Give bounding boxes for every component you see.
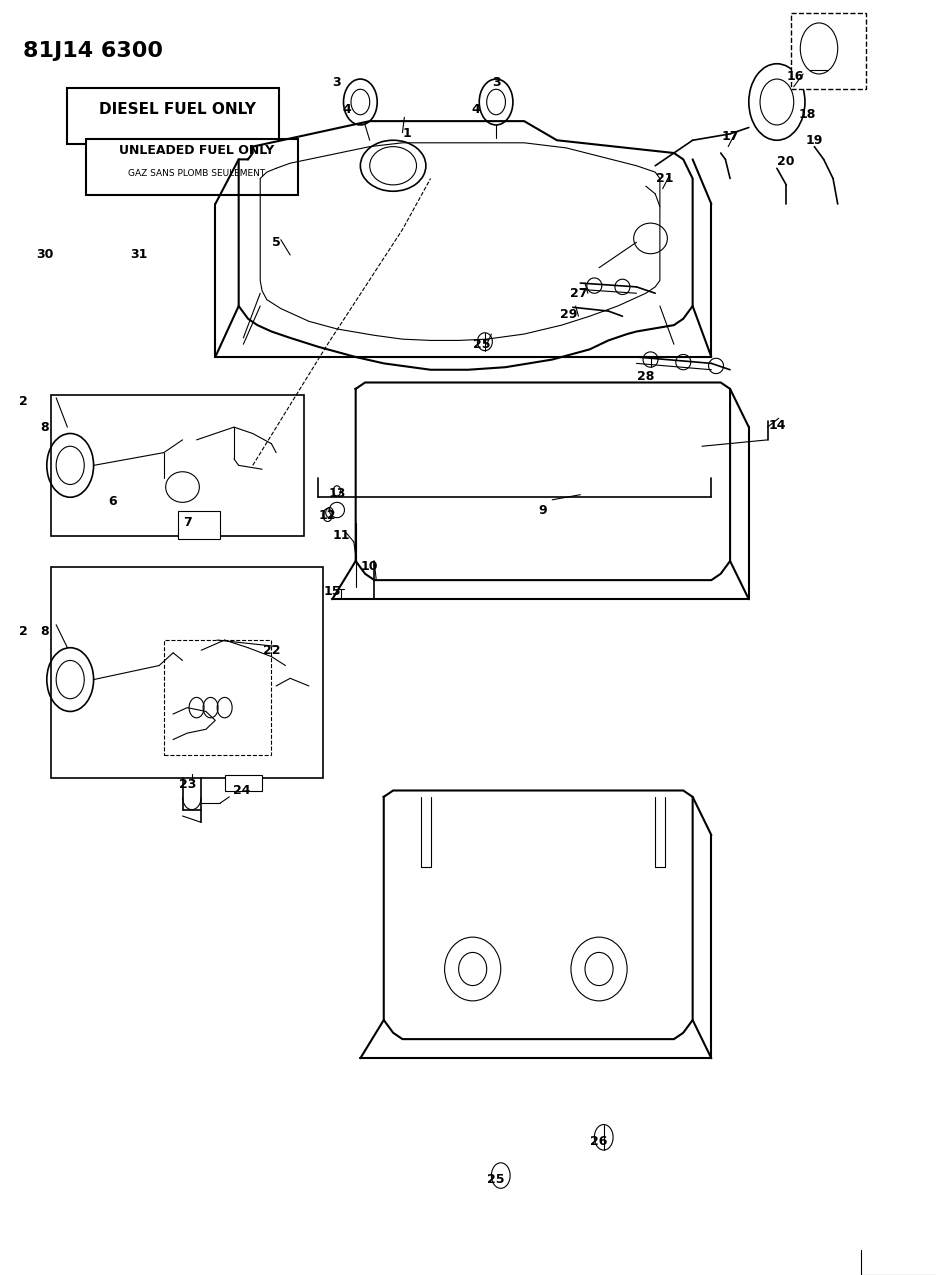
Text: GAZ SANS PLOMB SEULEMENT: GAZ SANS PLOMB SEULEMENT	[128, 168, 265, 179]
Bar	[225, 775, 262, 790]
Text: 17: 17	[722, 130, 739, 143]
Text: 15: 15	[324, 585, 341, 598]
Text: 3: 3	[491, 76, 501, 89]
Bar	[51, 567, 323, 778]
Text: 3: 3	[332, 76, 342, 89]
Text: 24: 24	[233, 784, 250, 797]
Text: 9: 9	[538, 504, 548, 516]
Bar	[791, 13, 866, 89]
FancyBboxPatch shape	[67, 88, 279, 144]
Text: 7: 7	[183, 516, 192, 529]
Text: 16: 16	[787, 70, 804, 83]
Text: 27: 27	[570, 287, 587, 300]
Bar	[178, 511, 220, 539]
Text: 13: 13	[329, 487, 345, 500]
Text: 23: 23	[179, 778, 196, 790]
Text: 30: 30	[37, 249, 53, 261]
Text: 11: 11	[333, 529, 350, 542]
Text: UNLEADED FUEL ONLY: UNLEADED FUEL ONLY	[119, 144, 274, 157]
Text: DIESEL FUEL ONLY: DIESEL FUEL ONLY	[99, 102, 256, 117]
Text: 1: 1	[402, 128, 412, 140]
Text: 81J14 6300: 81J14 6300	[23, 41, 164, 61]
Text: 26: 26	[591, 1135, 607, 1148]
Text: 4: 4	[471, 103, 480, 116]
Text: 12: 12	[319, 509, 336, 521]
Text: 21: 21	[656, 172, 673, 185]
Bar	[51, 395, 304, 536]
Text: 4: 4	[342, 103, 351, 116]
Text: 8: 8	[40, 421, 50, 434]
Text: 22: 22	[263, 644, 280, 657]
Bar	[164, 640, 271, 755]
Text: 25: 25	[474, 338, 490, 351]
Text: 14: 14	[768, 419, 785, 432]
Text: 31: 31	[130, 249, 147, 261]
Text: 29: 29	[561, 309, 578, 321]
Text: 18: 18	[798, 108, 815, 121]
Text: 5: 5	[271, 236, 281, 249]
Text: 28: 28	[637, 370, 654, 382]
Text: 2: 2	[19, 395, 28, 408]
Text: 25: 25	[488, 1173, 505, 1186]
Text: 19: 19	[806, 134, 823, 147]
Text: 6: 6	[108, 495, 117, 507]
Text: 20: 20	[778, 156, 795, 168]
FancyBboxPatch shape	[86, 139, 298, 195]
Text: 8: 8	[40, 625, 50, 638]
Text: 2: 2	[19, 625, 28, 638]
Text: 10: 10	[361, 560, 378, 572]
